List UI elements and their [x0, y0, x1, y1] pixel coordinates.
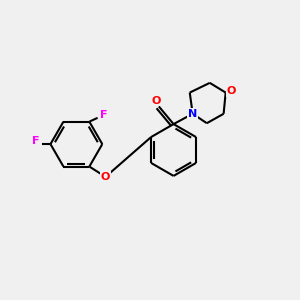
- Text: N: N: [188, 109, 197, 119]
- Text: O: O: [152, 95, 161, 106]
- Text: F: F: [100, 110, 108, 120]
- Text: O: O: [227, 86, 236, 96]
- Text: O: O: [101, 172, 110, 182]
- Text: F: F: [32, 136, 40, 146]
